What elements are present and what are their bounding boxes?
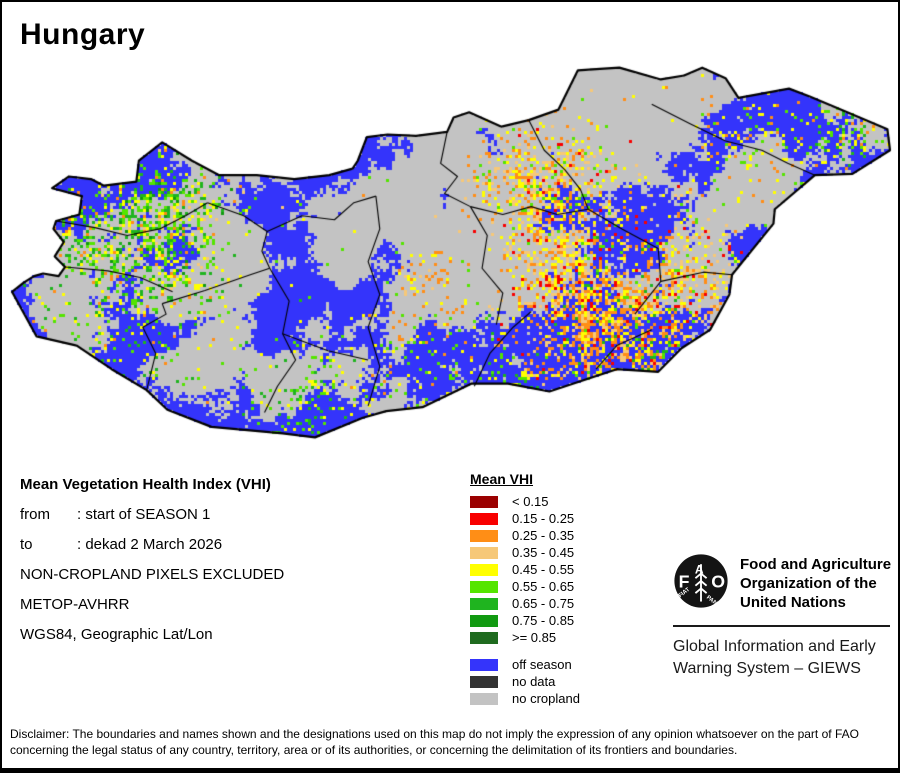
giews-line-1: Global Information and Early — [673, 638, 876, 655]
fao-divider — [673, 625, 890, 627]
legend-label: off season — [512, 657, 572, 672]
legend-swatch — [470, 659, 498, 671]
legend-swatch — [470, 496, 498, 508]
legend-class-list: < 0.15 0.15 - 0.25 0.25 - 0.35 0.35 - 0.45 0… — [470, 494, 650, 645]
fao-name-line-1: Food and Agriculture — [740, 556, 892, 573]
legend-label: 0.45 - 0.55 — [512, 562, 575, 577]
legend-label: 0.35 - 0.45 — [512, 545, 575, 560]
legend-label: 0.15 - 0.25 — [512, 511, 575, 526]
legend-row: 0.75 - 0.85 — [470, 613, 650, 628]
page-title: Hungary — [20, 18, 146, 51]
info-line-cropland: NON-CROPLAND PIXELS EXCLUDED — [20, 566, 285, 583]
legend-label: no data — [512, 674, 556, 689]
legend-swatch — [470, 632, 498, 644]
disclaimer: Disclaimer: The boundaries and names sho… — [10, 726, 892, 758]
legend-row: 0.25 - 0.35 — [470, 528, 650, 543]
fao-header: F A O FIAT PANIS Food and Agriculture Or… — [673, 553, 893, 612]
legend-row: no data — [470, 674, 650, 689]
fao-logo-icon: F A O FIAT PANIS — [674, 554, 728, 609]
info-line-projection: WGS84, Geographic Lat/Lon — [20, 626, 213, 643]
legend-label: < 0.15 — [512, 494, 549, 509]
fao-block: F A O FIAT PANIS Food and Agriculture Or… — [673, 553, 893, 680]
legend-swatch — [470, 693, 498, 705]
legend-row: 0.35 - 0.45 — [470, 545, 650, 560]
legend-row: 0.65 - 0.75 — [470, 596, 650, 611]
legend-swatch — [470, 513, 498, 525]
disclaimer-line-2: concerning the legal status of any count… — [10, 743, 738, 757]
map-info-block: Mean Vegetation Health Index (VHI) from … — [20, 470, 460, 650]
legend-swatch — [470, 564, 498, 576]
legend-label: no cropland — [512, 691, 580, 706]
vhi-map-canvas — [2, 2, 898, 467]
legend-title: Mean VHI — [470, 471, 534, 487]
legend-extra-list: off season no data no cropland — [470, 657, 650, 706]
legend-label: 0.55 - 0.65 — [512, 579, 575, 594]
legend-swatch — [470, 615, 498, 627]
legend-swatch — [470, 581, 498, 593]
legend-row: >= 0.85 — [470, 630, 650, 645]
legend-row: 0.55 - 0.65 — [470, 579, 650, 594]
fao-name-line-3: United Nations — [740, 594, 846, 611]
legend-label: 0.65 - 0.75 — [512, 596, 575, 611]
legend-swatch — [470, 547, 498, 559]
legend-row: 0.15 - 0.25 — [470, 511, 650, 526]
legend-label: 0.75 - 0.85 — [512, 613, 575, 628]
giews-line-2: Warning System – GIEWS — [673, 660, 861, 677]
info-line-sensor: METOP-AVHRR — [20, 596, 130, 613]
legend: Mean VHI < 0.15 0.15 - 0.25 0.25 - 0.35 0.3… — [470, 471, 650, 710]
legend-row: 0.45 - 0.55 — [470, 562, 650, 577]
fao-logo-wheat-ear — [694, 564, 708, 602]
legend-row: < 0.15 — [470, 494, 650, 509]
fao-name-line-2: Organization of the — [740, 575, 877, 592]
info-from-value: : start of SEASON 1 — [77, 506, 211, 523]
info-heading: Mean Vegetation Health Index (VHI) — [20, 476, 271, 493]
legend-swatch — [470, 598, 498, 610]
info-from-label: from — [20, 506, 50, 523]
info-to-value: : dekad 2 March 2026 — [77, 536, 223, 553]
legend-swatch — [470, 530, 498, 542]
legend-row: off season — [470, 657, 650, 672]
legend-label: >= 0.85 — [512, 630, 557, 645]
fao-logo-letter-a: A — [695, 563, 704, 577]
fao-logo-letter-o: O — [711, 572, 725, 592]
disclaimer-line-1: Disclaimer: The boundaries and names sho… — [10, 727, 859, 741]
fao-logo-letter-f: F — [679, 572, 690, 592]
info-row-to: to : dekad 2 March 2026 — [20, 530, 460, 560]
legend-row: no cropland — [470, 691, 650, 706]
info-row-from: from : start of SEASON 1 — [20, 500, 460, 530]
info-to-label: to — [20, 536, 33, 553]
fao-name: Food and Agriculture Organization of the… — [740, 553, 891, 612]
giews-name: Global Information and Early Warning Sys… — [673, 636, 893, 680]
legend-label: 0.25 - 0.35 — [512, 528, 575, 543]
legend-swatch — [470, 676, 498, 688]
